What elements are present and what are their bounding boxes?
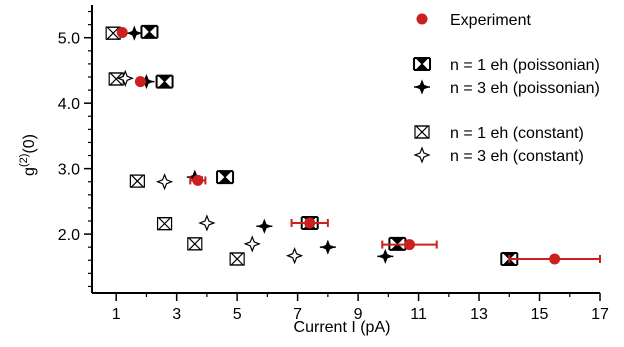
x-tick-label: 17 <box>591 306 609 323</box>
data-point <box>256 218 273 234</box>
series-open-hourglass <box>105 26 245 266</box>
data-point <box>187 237 203 251</box>
x-tick-label: 3 <box>172 306 181 323</box>
legend-label: n = 1 eh (poissonian) <box>450 57 600 74</box>
y-tick-label: 4.0 <box>58 96 80 113</box>
x-tick-label: 9 <box>354 306 363 323</box>
data-point <box>108 72 124 86</box>
legend-label: n = 3 eh (constant) <box>450 148 584 165</box>
y-axis-title: g(2)(0) <box>18 134 38 176</box>
x-tick-label: 7 <box>293 306 302 323</box>
legend-label: n = 1 eh (constant) <box>450 125 584 142</box>
data-point <box>126 25 143 41</box>
series-filled-circle <box>116 26 601 265</box>
data-point <box>155 173 174 191</box>
data-point <box>155 74 174 89</box>
data-point <box>129 174 145 188</box>
data-point <box>198 214 216 232</box>
x-tick-label: 13 <box>470 306 488 323</box>
data-point <box>285 247 304 265</box>
data-point <box>243 235 261 253</box>
y-axis-title-sup: (2) <box>18 154 30 167</box>
y-tick-label: 2.0 <box>58 227 80 244</box>
legend-marker <box>413 57 431 71</box>
data-point <box>304 217 316 229</box>
x-tick-label: 1 <box>112 306 121 323</box>
legend-marker <box>414 125 430 139</box>
data-point <box>319 239 336 255</box>
y-axis-title-suffix: (0) <box>21 134 38 154</box>
x-tick-label: 15 <box>531 306 549 323</box>
legend-marker <box>416 13 428 25</box>
legend-marker <box>414 79 430 95</box>
x-tick-label: 5 <box>233 306 242 323</box>
data-point <box>192 174 204 186</box>
y-tick-label: 5.0 <box>58 31 80 48</box>
y-tick-label: 3.0 <box>58 162 80 179</box>
x-tick-label: 11 <box>410 306 427 323</box>
legend: Experiment n = 1 eh (poissonian) n = 3 eh … <box>413 12 600 165</box>
data-point <box>156 217 173 231</box>
axes: 1 3 5 7 9 11 13 15 172.03.04.05.0 <box>58 5 609 323</box>
legend-label: n = 3 eh (poissonian) <box>450 80 600 97</box>
series-open-star <box>116 69 304 265</box>
x-axis-title: Current I (pA) <box>294 319 391 336</box>
data-point <box>404 239 415 251</box>
data-point <box>140 24 159 39</box>
y-axis-title-main: g <box>21 167 38 176</box>
data-point <box>229 252 245 266</box>
data-point <box>377 248 394 264</box>
data-point <box>549 253 561 265</box>
data-point <box>134 76 146 88</box>
legend-label: Experiment <box>450 12 531 29</box>
data-point <box>116 26 128 38</box>
legend-marker <box>413 146 431 164</box>
data-point <box>216 170 235 185</box>
series-layer <box>105 24 601 266</box>
data-point <box>116 69 134 87</box>
